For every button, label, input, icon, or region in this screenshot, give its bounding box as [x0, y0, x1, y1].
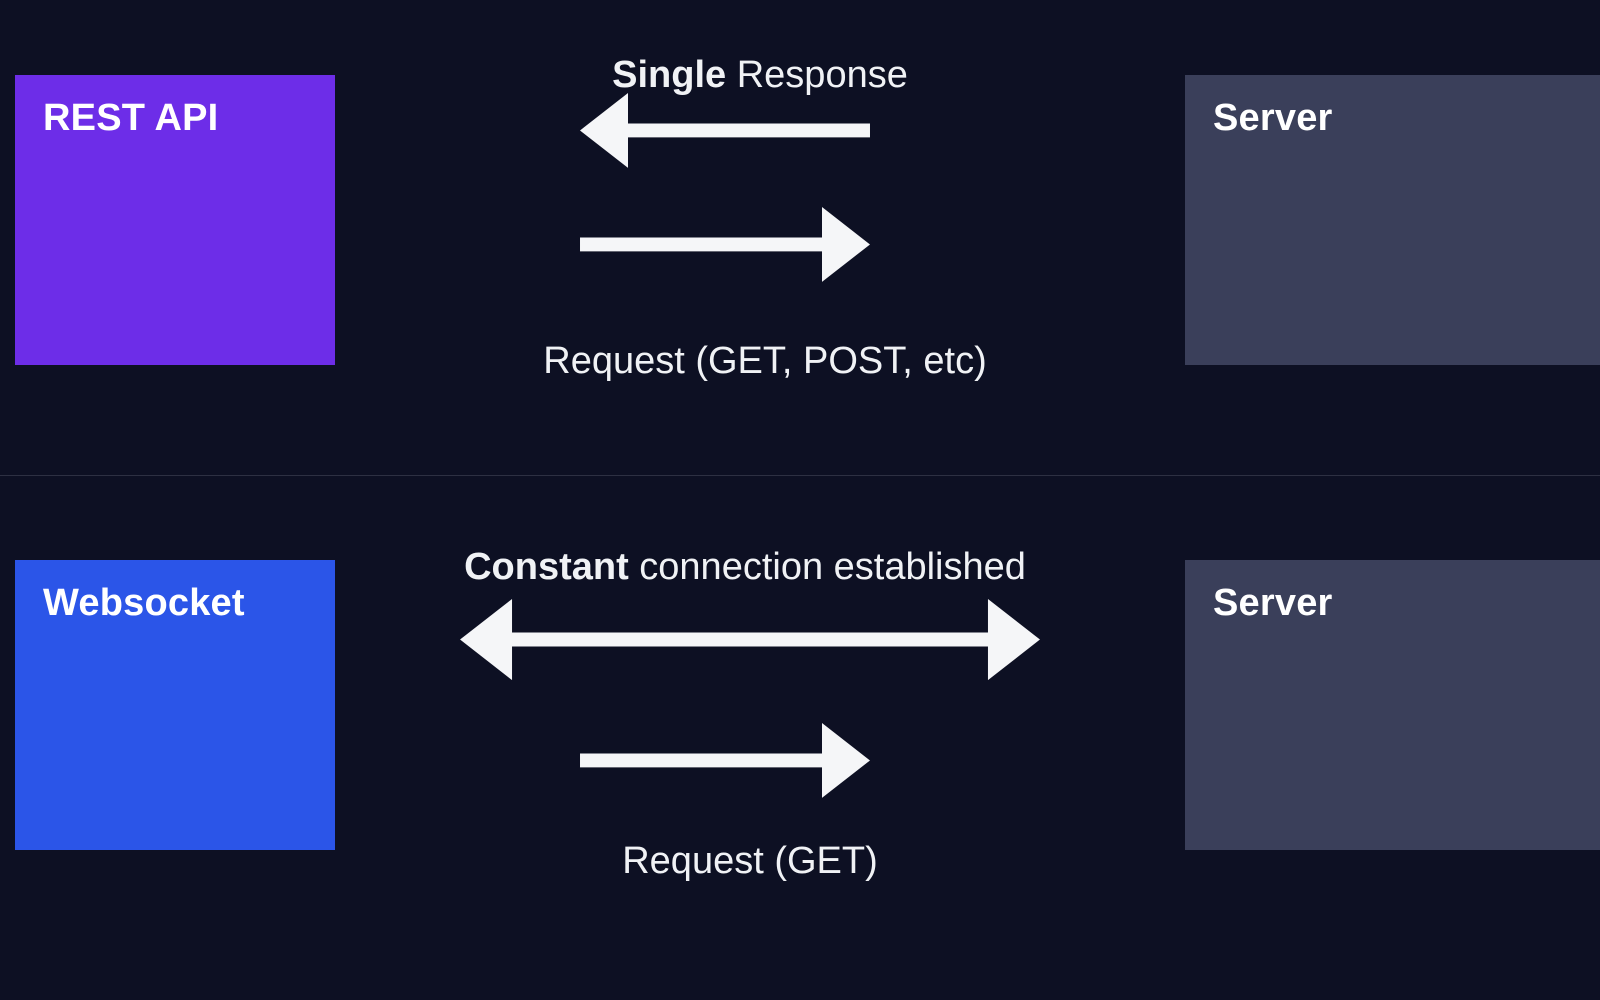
- rest-api-box: REST API: [15, 75, 335, 365]
- diagram-canvas: REST API Server Single Response Request …: [0, 0, 1600, 1000]
- caption-regular: Request (GET): [622, 840, 878, 882]
- server-label-bottom: Server: [1213, 582, 1577, 625]
- server-box-bottom: Server: [1185, 560, 1600, 850]
- response-arrow-icon: [580, 91, 870, 170]
- constant-connection-caption: Constant connection established: [425, 546, 1065, 589]
- websocket-label: Websocket: [43, 582, 307, 625]
- rest-api-label: REST API: [43, 97, 307, 140]
- section-divider: [0, 475, 1600, 476]
- request-arrow-icon-bottom: [580, 721, 870, 800]
- request-arrow-icon-top: [580, 205, 870, 284]
- caption-bold: Constant: [464, 546, 629, 588]
- caption-regular: Request (GET, POST, etc): [543, 340, 986, 382]
- server-label-top: Server: [1213, 97, 1577, 140]
- websocket-box: Websocket: [15, 560, 335, 850]
- caption-regular: connection established: [629, 546, 1026, 588]
- bidirectional-arrow-icon: [460, 597, 1040, 682]
- request-caption-top: Request (GET, POST, etc): [530, 340, 1000, 383]
- server-box-top: Server: [1185, 75, 1600, 365]
- request-caption-bottom: Request (GET): [610, 840, 890, 883]
